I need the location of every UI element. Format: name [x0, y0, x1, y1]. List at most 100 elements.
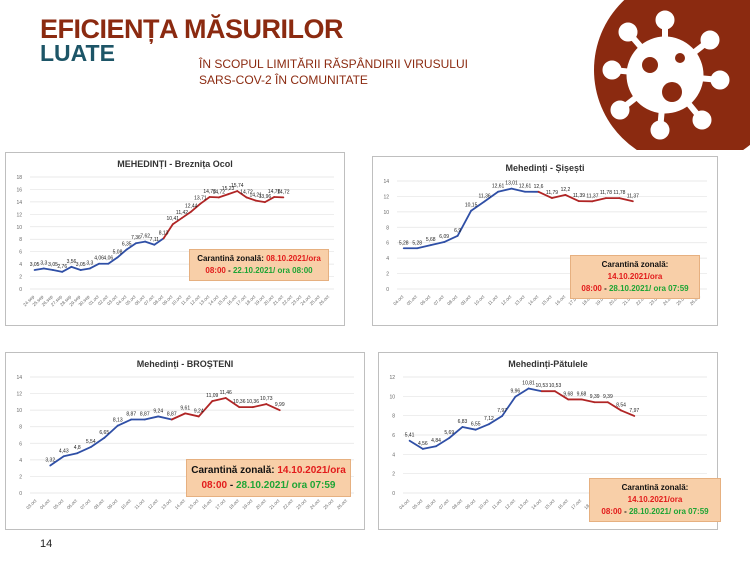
line-segment [61, 265, 73, 273]
data-label: 14,21 [249, 193, 262, 199]
data-label: 6,09 [439, 234, 449, 240]
x-tick-label: 06.oct [419, 294, 432, 307]
note-label: Carantină zonală: [621, 483, 689, 492]
note-start: 14.10.2021/ora [607, 272, 663, 281]
y-tick-label: 8 [386, 225, 389, 231]
x-tick-label: 17.oct [214, 498, 227, 511]
x-tick-label: 14.oct [174, 498, 187, 511]
line-segment [143, 415, 160, 421]
y-tick-label: 0 [19, 287, 22, 293]
y-tick-label: 10 [389, 394, 395, 400]
data-label: 6,83 [458, 419, 468, 425]
x-tick-label: 11.oct [491, 498, 503, 510]
note-sep: - [621, 507, 629, 516]
page-title: EFICIENȚA MĂSURILOR [40, 14, 344, 44]
data-label: 11,42 [176, 210, 188, 216]
x-tick-label: 07.oct [79, 498, 92, 511]
data-label: 4,8 [74, 445, 81, 451]
note-end: 28.10.2021/ ora 07:59 [628, 507, 709, 516]
page-subtitle: ÎN SCOPUL LIMITĂRII RĂSPÂNDIRII VIRUSULU… [199, 56, 468, 88]
data-label: 8,87 [126, 412, 136, 418]
line-segment [190, 202, 202, 213]
data-label: 9,96 [510, 389, 520, 395]
note-sep: - [227, 480, 236, 491]
line-segment [251, 403, 268, 409]
x-tick-label: 08.oct [93, 498, 106, 511]
x-tick-label: 24.oct [309, 498, 322, 511]
y-tick-label: 0 [19, 491, 22, 497]
chart-plot: 0 2 4 6 8 10 12 14 03.oct 04.oct 05.oct 06.oct 07.oc… [16, 375, 354, 511]
chart-title: Mehedinți-Pătulele [508, 359, 588, 369]
data-label: 10,15 [465, 203, 478, 209]
x-tick-label: 07.oct [438, 498, 451, 511]
y-tick-label: 4 [386, 256, 389, 262]
line-segment [551, 193, 567, 199]
data-label: 11,39 [573, 193, 585, 199]
line-segment [416, 244, 432, 250]
page-number: 14 [40, 538, 53, 550]
data-label: 4,06 [94, 256, 104, 262]
line-segment [514, 387, 530, 398]
line-segment [606, 401, 622, 412]
line-segment [227, 190, 239, 196]
data-label: 8,13 [113, 418, 123, 424]
y-tick-label: 8 [19, 237, 22, 243]
x-tick-label: 13.oct [160, 498, 173, 511]
data-label: 6,55 [471, 422, 481, 428]
note-end: 28.10.2021/ ora 07:59 [235, 480, 336, 491]
y-tick-label: 2 [19, 275, 22, 281]
note-sep: - [601, 284, 609, 293]
y-tick-label: 2 [19, 474, 22, 480]
x-tick-label: 21.oct [268, 498, 281, 511]
line-segment [181, 210, 193, 219]
y-tick-label: 0 [386, 287, 389, 293]
x-tick-label: 10.oct [473, 294, 486, 307]
data-label: 10,36 [246, 399, 259, 405]
chart-title: Mehedinți - BROȘTENI [136, 359, 234, 369]
data-label: 7,62 [140, 234, 150, 240]
x-tick-label: 06.oct [425, 498, 438, 511]
data-label: 3,3 [40, 260, 47, 266]
note-start-time: 08:00 [205, 266, 226, 275]
line-segment [70, 265, 82, 271]
data-label: 7,97 [629, 408, 639, 414]
x-tick-label: 14.oct [527, 294, 540, 307]
line-segment [107, 256, 119, 265]
y-tick-label: 14 [16, 200, 22, 206]
chart-patulele: 0 2 4 6 8 10 12 04.oct 05.oct 06.oct 07.oct 08.oct 0… [378, 352, 721, 530]
line-segment [116, 418, 133, 427]
line-segment [125, 242, 137, 251]
x-tick-label: 17.oct [570, 498, 583, 511]
line-segment [456, 209, 473, 237]
data-label: 8,13 [159, 230, 169, 236]
x-tick-label: 16.oct [554, 294, 567, 307]
quarantine-note: Carantină zonală: 14.10.2021/ora 08:00 -… [570, 255, 700, 299]
note-start-time: 08:00 [601, 507, 622, 516]
y-tick-label: 12 [16, 392, 22, 398]
data-label: 12,44 [185, 204, 198, 210]
data-label: 5,28 [412, 240, 422, 246]
data-label: 5,54 [86, 439, 96, 445]
y-tick-label: 14 [16, 375, 22, 381]
data-label: 9,39 [590, 394, 600, 400]
x-tick-label: 04.oct [398, 498, 411, 511]
y-tick-label: 12 [389, 375, 395, 381]
data-label: 10,53 [549, 383, 562, 389]
line-segment [265, 403, 281, 412]
note-start-time: 08:00 [581, 284, 602, 293]
x-tick-label: 05.oct [52, 498, 65, 511]
x-tick-label: 04.oct [392, 294, 405, 307]
x-tick-label: 20.oct [255, 498, 268, 511]
data-label: 9,39 [603, 394, 613, 400]
line-segment [527, 387, 543, 393]
data-label: 15,74 [231, 183, 244, 189]
data-label: 9,61 [180, 405, 190, 411]
y-tick-label: 16 [16, 187, 22, 193]
x-tick-label: 15.oct [543, 498, 556, 511]
x-tick-label: 10.oct [477, 498, 490, 511]
data-label: 5,08 [113, 249, 123, 255]
data-label: 6,35 [122, 241, 132, 247]
y-tick-label: 14 [383, 179, 389, 185]
data-label: 15,23 [222, 186, 235, 192]
line-segment [408, 439, 424, 450]
